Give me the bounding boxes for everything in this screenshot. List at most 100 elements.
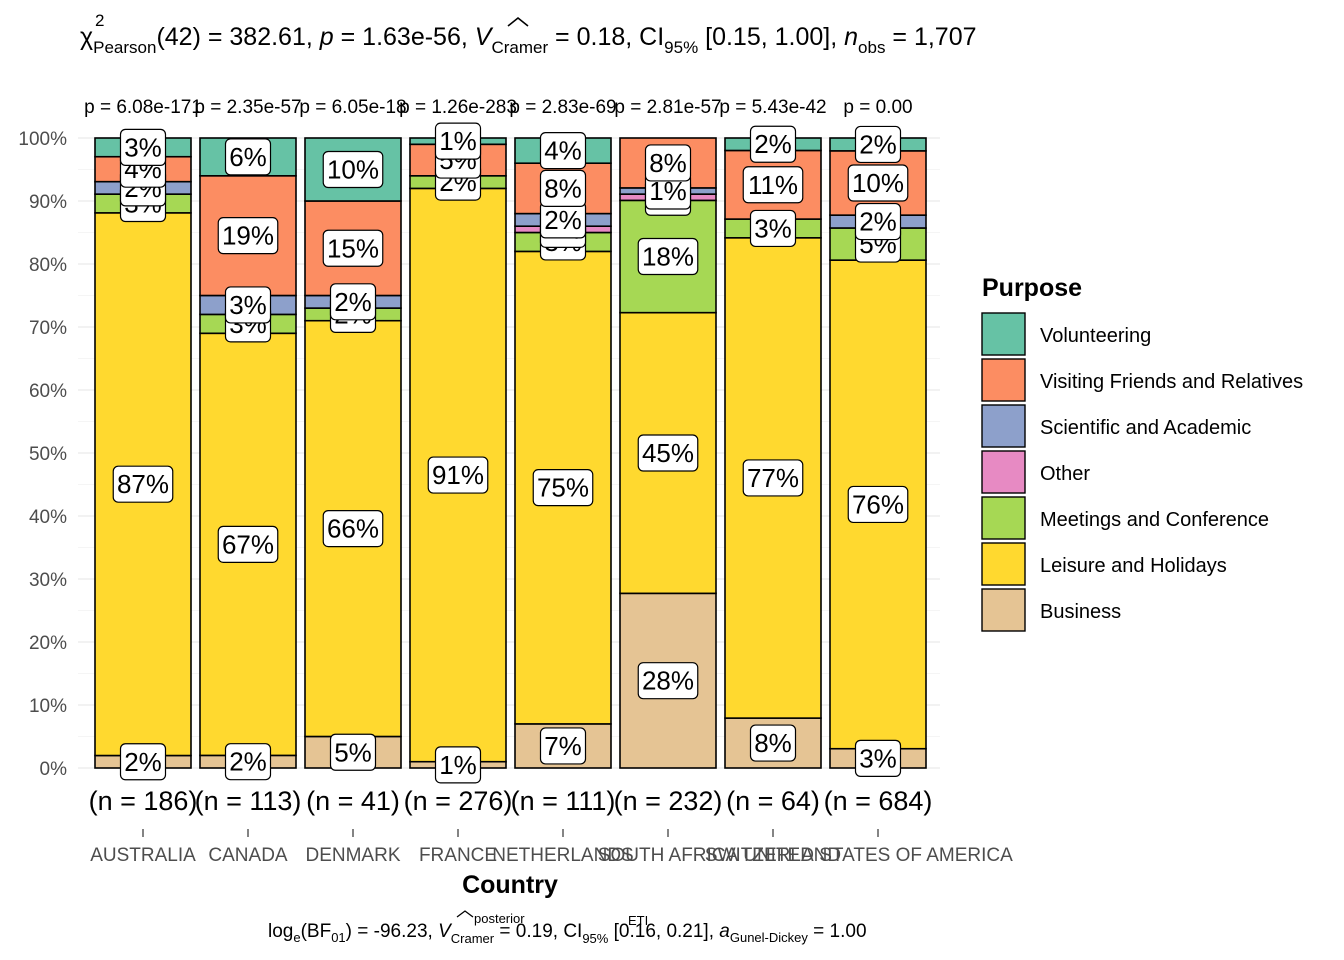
segment-label: 15%	[322, 229, 384, 267]
segment-label-box	[434, 746, 482, 784]
segment-label-box	[322, 229, 384, 267]
segment-label-box	[539, 727, 587, 765]
segment-label: 11%	[742, 166, 804, 204]
segment-label: 28%	[637, 662, 699, 700]
segment-label-text: 11%	[748, 170, 798, 200]
segment-label: 45%	[637, 434, 699, 472]
caption-ci-sub: 95%	[582, 931, 608, 946]
title-v-text: = 0.18, CI	[548, 23, 664, 51]
legend-swatch	[981, 312, 1026, 356]
y-axis: 0% 10% 20% 30% 40% 50% 60% 70% 80% 90% 100%	[18, 129, 67, 780]
segment-label-box	[742, 166, 804, 204]
y-tick-label: 10%	[29, 696, 67, 717]
segment-label: 2%	[119, 743, 167, 781]
caption-v-hat	[456, 910, 474, 918]
segment-label-box	[434, 122, 482, 160]
segment-label-box	[119, 128, 167, 166]
legend-swatch	[981, 358, 1026, 402]
segment-label-text: 91%	[432, 460, 484, 490]
n-label: (n = 41)	[306, 786, 400, 816]
segment-label-text: 2%	[124, 747, 162, 777]
segment-label: 2%	[854, 202, 902, 241]
segment-label: 6%	[224, 138, 272, 176]
caption-log-sub: e	[293, 930, 300, 945]
segment-label-text: 4%	[544, 136, 582, 166]
n-label: (n = 186)	[89, 786, 198, 816]
caption-bf: (BF	[301, 921, 332, 942]
legend-item: Scientific and Academic	[981, 404, 1251, 448]
title-n-text: = 1,707	[885, 23, 976, 51]
segment-label-text: 2%	[544, 205, 582, 235]
x-tick-label: NETHERLANDS	[492, 845, 633, 866]
segment-label: 5%	[329, 733, 377, 771]
segment-label-text: 2%	[859, 129, 897, 159]
segment-label-box	[854, 202, 902, 241]
segment-label-box	[224, 138, 272, 176]
title-v-hat	[507, 16, 529, 27]
caption-v-sub: Cramer	[451, 931, 495, 946]
legend-item: Business	[981, 588, 1121, 632]
n-label: (n = 113)	[195, 786, 302, 816]
segment-label-box	[539, 169, 587, 207]
n-label: (n = 111)	[511, 786, 616, 816]
legend-item: Visiting Friends and Relatives	[981, 358, 1303, 402]
legend-swatch	[981, 404, 1026, 448]
segment-label-box	[539, 132, 587, 170]
caption-ci-sup: ETI	[628, 913, 648, 928]
segment-label-box	[329, 733, 377, 771]
segment-label-text: 76%	[852, 489, 904, 519]
segment-label-text: 6%	[229, 142, 267, 172]
y-tick-label: 30%	[29, 570, 67, 591]
segment-label-text: 67%	[222, 529, 274, 559]
segment-label: 66%	[322, 510, 384, 548]
segment-label-text: 10%	[327, 155, 379, 185]
segment-label-text: 19%	[222, 221, 274, 251]
segment-label-box	[742, 459, 804, 497]
y-tick-label: 40%	[29, 507, 67, 528]
y-tick-label: 0%	[40, 759, 68, 780]
segment-label: 2%	[224, 743, 272, 781]
segment-label: 1%	[434, 122, 482, 160]
x-tick-label: DENMARK	[305, 845, 400, 866]
p-value-label: p = 5.43e-42	[719, 97, 826, 118]
segment-label-box	[749, 724, 797, 762]
segment-label-text: 1%	[439, 126, 477, 156]
p-value-label: p = 1.26e-283	[399, 97, 517, 118]
segment-label-box	[749, 125, 797, 163]
caption-bf-val: ) = -96.23,	[346, 921, 438, 942]
segment-label: 7%	[539, 727, 587, 765]
segment-label-box	[637, 662, 699, 700]
title-n-sub: obs	[858, 38, 885, 57]
segment-label: 67%	[217, 525, 279, 563]
x-tick-label: FRANCE	[419, 845, 497, 866]
chart-caption: loge(BF01) = -96.23, VCramer = 0.19, CI9…	[268, 921, 867, 946]
n-label: (n = 684)	[824, 786, 933, 816]
segment-label: 76%	[847, 485, 909, 524]
segment-label: 19%	[217, 217, 279, 255]
segment-label: 4%	[539, 132, 587, 170]
segment-label-box	[224, 286, 272, 324]
p-value-label: p = 0.00	[843, 97, 912, 118]
x-tick-label: UNITED STATES OF AMERICA	[743, 845, 1013, 866]
segment-label-box	[217, 217, 279, 255]
segment-label-text: 2%	[229, 747, 267, 777]
caption-v-text: = 0.19, CI	[494, 921, 582, 942]
y-tick-label: 80%	[29, 255, 67, 276]
y-tick-label: 100%	[18, 129, 67, 150]
segment-label-box	[322, 510, 384, 548]
title-n-sym: n	[844, 23, 858, 51]
y-tick-label: 70%	[29, 318, 67, 339]
p-value-label: p = 2.81e-57	[614, 97, 721, 118]
legend-label: Volunteering	[1040, 325, 1151, 347]
y-tick-label: 50%	[29, 444, 67, 465]
segment-label-box	[637, 237, 699, 276]
legend-item: Other	[981, 450, 1090, 494]
segment-label-box	[322, 150, 384, 189]
segment-label-box	[427, 456, 489, 494]
segment-label-text: 2%	[334, 287, 372, 317]
segment-label-text: 66%	[327, 514, 379, 544]
legend-swatch	[981, 588, 1026, 632]
segment-label-text: 15%	[327, 233, 379, 263]
segment-label-text: 8%	[754, 728, 792, 758]
